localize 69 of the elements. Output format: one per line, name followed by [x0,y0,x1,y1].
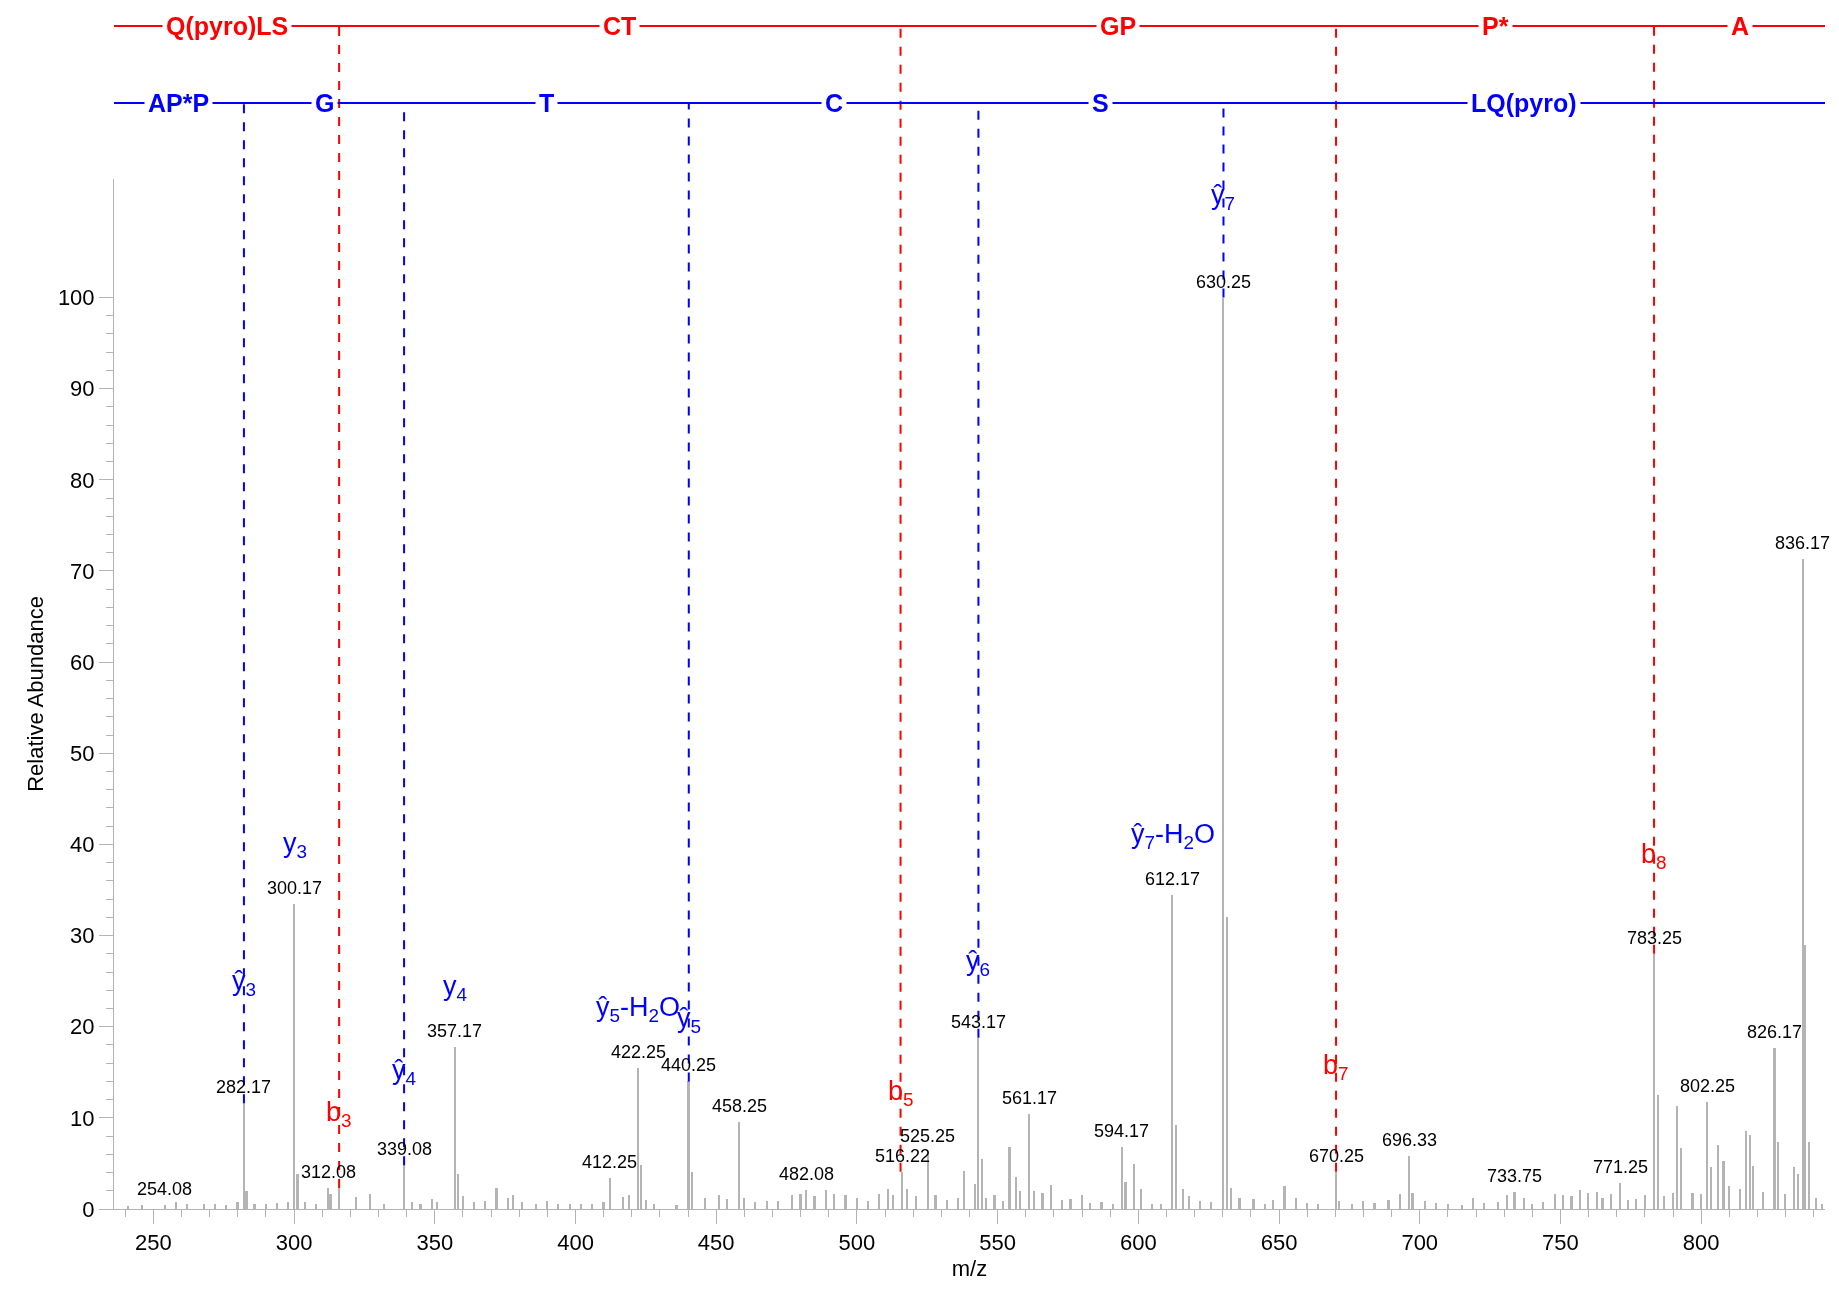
x-tick-label: 800 [1682,1230,1720,1256]
annotation: 836.17 [1775,533,1831,553]
annotation: 733.75 [1487,1166,1543,1186]
x-tick-label: 650 [1260,1230,1298,1256]
y-tick-label: 80 [70,467,95,493]
y-tick-label: 60 [70,649,95,675]
y-axis-title: Relative Abundance [22,596,48,792]
x-tick-label: 450 [697,1230,735,1256]
annotation: ŷ$_{3}$ [232,966,257,1000]
annotation: b$_{8}$ [1641,839,1667,873]
y-tick-label: 90 [70,376,95,402]
text: Q(pyro)LS [166,12,289,40]
annotation: y$_{3}$ [283,828,308,862]
y-tick-label: 20 [70,1014,95,1040]
annotation: ŷ$_{7}$-H$_{2}$O [1131,819,1216,853]
annotation: 696.33 [1382,1130,1438,1150]
annotation: 802.25 [1680,1076,1736,1096]
y-tick-label: 0 [82,1196,95,1222]
annotation: 458.25 [712,1096,768,1116]
annotation: 516.22 [875,1146,931,1166]
x-tick-label: 700 [1401,1230,1439,1256]
annotation: 612.17 [1145,869,1201,889]
annotation: 783.25 [1627,928,1683,948]
annotation: y$_{4}$ [443,971,468,1005]
y-tick-label: 10 [70,1105,95,1131]
x-axis-title: m/z [951,1256,988,1282]
annotation: ŷ$_{7}$ [1211,180,1236,214]
x-tick-label: 300 [275,1230,313,1256]
text: S [1092,89,1109,117]
x-tick-label: 250 [135,1230,172,1256]
annotation: 594.17 [1094,1121,1150,1141]
text: C [825,89,844,117]
annotation: 826.17 [1747,1022,1803,1042]
annotation: ŷ$_{6}$ [966,946,991,980]
annotation: 630.25 [1196,272,1252,292]
annotation: 300.17 [267,878,323,898]
text: A [1731,12,1750,40]
x-tick-label: 600 [1119,1230,1157,1256]
annotation: 312.08 [301,1162,357,1182]
text: LQ(pyro) [1471,89,1577,117]
x-tick-label: 750 [1542,1230,1579,1256]
text: GP [1100,12,1137,40]
annotation: 357.17 [427,1021,483,1041]
annotation: 771.25 [1593,1157,1649,1177]
x-tick-label: 500 [838,1230,876,1256]
annotation: 254.08 [137,1179,193,1199]
annotation: 543.17 [951,1012,1007,1032]
annotation: 339.08 [377,1139,433,1159]
y-tick-label: 40 [70,832,95,858]
annotation: 282.17 [216,1077,272,1097]
text: CT [603,12,637,40]
x-tick-label: 350 [416,1230,454,1256]
annotation: 670.25 [1309,1146,1365,1166]
annotation: 561.17 [1002,1088,1058,1108]
annotation: 482.08 [779,1164,835,1184]
text: G [315,89,335,117]
text: P* [1482,12,1509,40]
y-tick-label: 100 [57,285,95,311]
text: AP*P [148,89,210,117]
annotation: ŷ$_{4}$ [392,1055,417,1089]
y-tick-label: 30 [70,923,95,949]
y-tick-label: 50 [70,740,95,766]
x-tick-label: 550 [979,1230,1016,1256]
annotation: 525.25 [900,1126,956,1146]
text: T [539,89,555,117]
x-tick-label: 400 [557,1230,594,1256]
annotation: 412.25 [582,1152,638,1172]
y-tick-label: 70 [70,558,95,584]
annotation: b$_{7}$ [1323,1050,1349,1084]
